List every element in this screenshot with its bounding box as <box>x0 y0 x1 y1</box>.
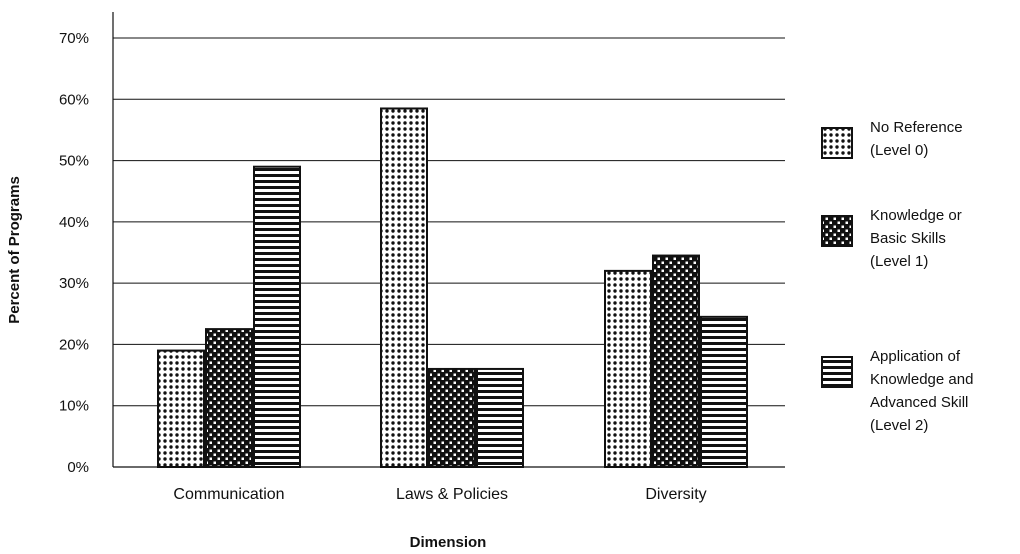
y-tick-labels: 0% 10% 20% 30% 40% 50% 60% 70% <box>59 30 89 476</box>
legend-label: Knowledge or <box>870 207 962 224</box>
bar-dots <box>157 349 205 468</box>
y-axis-title: Percent of Programs <box>6 176 23 324</box>
legend: No Reference (Level 0) Knowledge or Basic S… <box>821 119 973 434</box>
y-tick-label: 50% <box>59 153 89 170</box>
bar-checker <box>652 254 700 468</box>
legend-label: Application of <box>870 348 961 365</box>
legend-label: Basic Skills <box>870 230 946 247</box>
axes <box>112 12 785 468</box>
bars <box>157 107 748 469</box>
y-tick-label: 70% <box>59 30 89 47</box>
y-tick-label: 10% <box>59 398 89 415</box>
legend-swatch-dots <box>821 127 853 159</box>
legend-label: (Level 1) <box>870 253 928 270</box>
legend-swatch-checker <box>821 215 853 247</box>
y-tick-label: 30% <box>59 275 89 292</box>
y-tick-label: 40% <box>59 214 89 231</box>
legend-swatch-stripes <box>821 356 853 388</box>
y-tick-label: 60% <box>59 91 89 108</box>
y-tick-label: 0% <box>67 459 89 476</box>
bar-stripes <box>476 367 524 469</box>
bar-dots <box>604 269 652 468</box>
y-tick-label: 20% <box>59 336 89 353</box>
bar-checker <box>205 328 253 468</box>
bar-checker <box>428 367 476 469</box>
bar-dots <box>380 107 428 468</box>
legend-label: Advanced Skill <box>870 394 968 411</box>
bar-stripes <box>700 315 748 468</box>
legend-label: (Level 2) <box>870 417 928 434</box>
x-axis-title: Dimension <box>410 534 487 551</box>
legend-label: Knowledge and <box>870 371 973 388</box>
x-tick-label: Diversity <box>645 486 706 503</box>
x-tick-label: Laws & Policies <box>396 486 508 503</box>
x-tick-label: Communication <box>173 486 284 503</box>
legend-label: (Level 0) <box>870 142 928 159</box>
bar-stripes <box>253 165 301 468</box>
legend-label: No Reference <box>870 119 963 136</box>
category-labels: Communication Laws & Policies Diversity <box>173 486 706 503</box>
